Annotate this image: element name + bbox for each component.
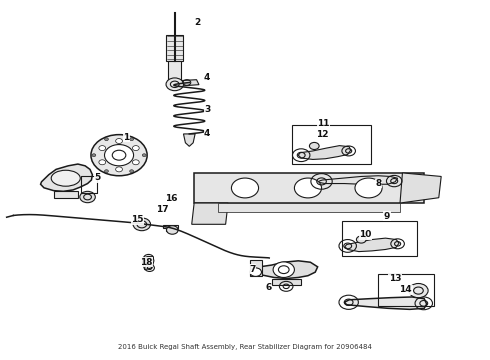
Polygon shape [53,192,78,198]
Polygon shape [344,297,427,309]
Polygon shape [163,225,178,231]
Circle shape [104,145,134,166]
Circle shape [166,78,183,91]
Circle shape [80,192,96,203]
Text: 8: 8 [375,179,381,188]
Polygon shape [255,261,318,279]
Bar [378,274,434,306]
Circle shape [167,226,178,234]
Circle shape [116,139,122,144]
Circle shape [99,145,106,150]
Text: 4: 4 [204,73,210,82]
Circle shape [130,170,134,172]
Text: 5: 5 [94,174,100,183]
Circle shape [356,236,366,243]
Circle shape [142,154,146,157]
Bar [293,125,371,164]
Circle shape [231,178,259,198]
Polygon shape [345,238,399,252]
Circle shape [92,154,96,157]
Text: 14: 14 [399,285,412,294]
Text: 17: 17 [156,204,169,213]
Polygon shape [192,203,228,224]
Circle shape [132,145,139,150]
Circle shape [99,160,106,165]
Text: 3: 3 [204,105,210,114]
Circle shape [130,138,134,141]
Polygon shape [219,203,400,212]
Polygon shape [250,260,262,276]
Text: 12: 12 [316,130,329,139]
Polygon shape [318,176,397,184]
Text: 16: 16 [165,194,177,203]
Text: 1: 1 [123,133,129,142]
Circle shape [273,262,294,278]
Text: 18: 18 [140,258,152,267]
Circle shape [355,178,382,198]
Text: 6: 6 [265,283,271,292]
Circle shape [91,135,147,176]
Circle shape [104,170,108,172]
Polygon shape [194,173,424,203]
Polygon shape [400,173,441,203]
Text: 15: 15 [131,215,144,224]
Polygon shape [169,61,181,81]
Circle shape [409,283,428,298]
Ellipse shape [51,170,80,186]
Circle shape [309,143,319,149]
Polygon shape [166,35,183,61]
Circle shape [116,167,122,172]
Circle shape [294,178,321,198]
Circle shape [132,160,139,165]
Polygon shape [271,279,301,284]
Text: 9: 9 [384,212,390,221]
Text: 7: 7 [249,265,256,274]
Circle shape [104,138,108,141]
Circle shape [133,218,150,231]
Text: 13: 13 [389,274,401,283]
Polygon shape [175,80,199,86]
Text: 10: 10 [359,230,371,239]
Text: 4: 4 [204,130,210,139]
Circle shape [250,268,262,276]
Polygon shape [183,134,195,146]
Polygon shape [41,164,93,192]
Polygon shape [298,145,351,159]
Bar [342,221,417,256]
Polygon shape [142,257,154,270]
Text: 11: 11 [317,119,330,128]
Text: 2: 2 [195,18,200,27]
Text: 2016 Buick Regal Shaft Assembly, Rear Stabilizer Diagram for 20906484: 2016 Buick Regal Shaft Assembly, Rear St… [118,344,372,350]
